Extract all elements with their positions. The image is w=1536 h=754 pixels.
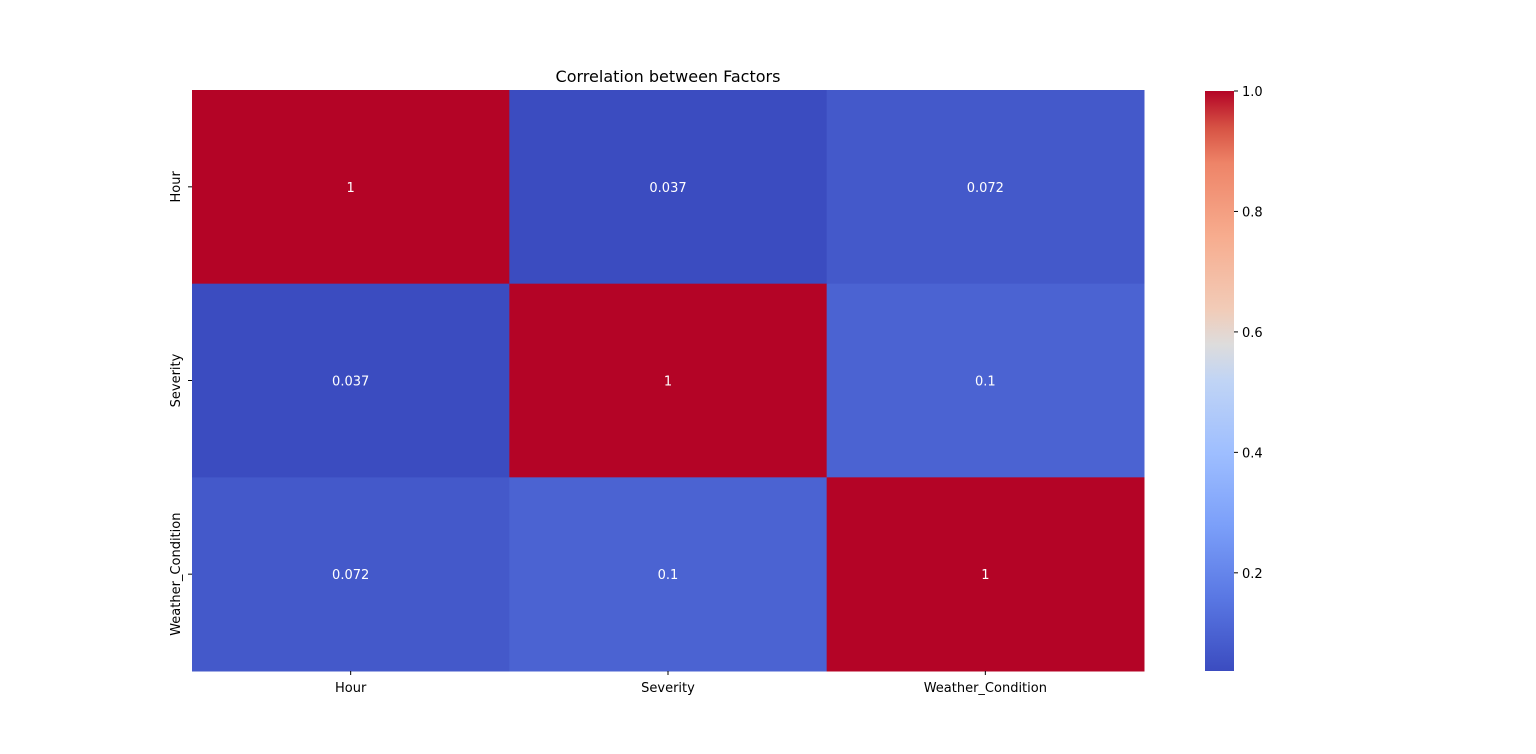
heatmap-cell-2-1	[509, 477, 828, 672]
x-axis: Hour Severity Weather_Condition	[335, 671, 1047, 696]
cell-value-1-1: 1	[664, 375, 672, 390]
y-tick-label-0: Hour	[169, 171, 184, 203]
cell-value-2-0: 0.072	[332, 568, 369, 583]
colorbar-gradient	[1205, 91, 1234, 671]
heatmap-cell-2-0	[192, 477, 510, 672]
x-tick-label-2: Weather_Condition	[924, 681, 1047, 696]
heatmap-cell-0-0	[192, 90, 510, 285]
chart-title: Correlation between Factors	[556, 67, 781, 86]
heatmap-cell-labels: 1 0.037 0.072 0.037 1 0.1 0.072 0.1 1	[332, 181, 1004, 583]
cell-value-1-0: 0.037	[332, 375, 369, 390]
x-tick-label-0: Hour	[335, 681, 367, 696]
heatmap-cell-0-1	[509, 90, 828, 285]
cell-value-2-2: 1	[981, 568, 989, 583]
colorbar-tick-label-2: 0.6	[1242, 326, 1263, 341]
colorbar: 0.2 0.4 0.6 0.8 1.0	[1205, 85, 1263, 671]
heatmap-cell-0-2	[826, 90, 1145, 285]
x-tick-label-1: Severity	[641, 681, 695, 696]
heatmap-cell-2-2	[826, 477, 1145, 672]
cell-value-1-2: 0.1	[975, 375, 996, 390]
heatmap-cell-1-1	[509, 283, 828, 478]
y-axis: Hour Severity Weather_Condition	[169, 171, 192, 636]
colorbar-tick-label-1: 0.4	[1242, 446, 1263, 461]
heatmap-cell-1-2	[826, 283, 1145, 478]
colorbar-tick-label-4: 1.0	[1242, 85, 1263, 100]
cell-value-0-1: 0.037	[649, 181, 686, 196]
heatmap-cells	[192, 90, 1145, 672]
colorbar-tick-label-0: 0.2	[1242, 567, 1263, 582]
y-tick-label-2: Weather_Condition	[169, 513, 184, 636]
colorbar-tick-label-3: 0.8	[1242, 205, 1263, 220]
cell-value-2-1: 0.1	[658, 568, 679, 583]
cell-value-0-0: 1	[347, 181, 355, 196]
y-tick-label-1: Severity	[169, 353, 184, 407]
cell-value-0-2: 0.072	[967, 181, 1004, 196]
heatmap-cell-1-0	[192, 283, 510, 478]
